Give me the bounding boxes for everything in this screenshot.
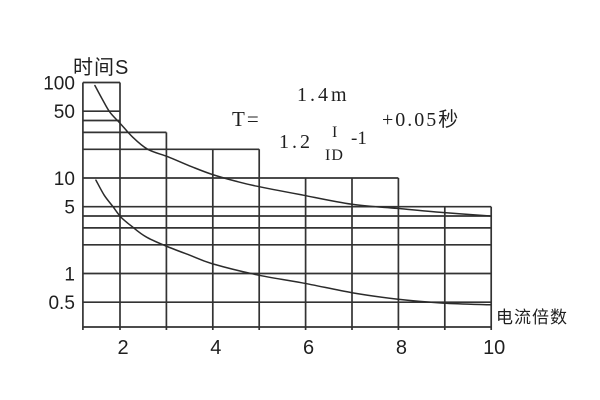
- formula-denominator-base: 1.2: [279, 131, 313, 153]
- y-tick-label-10: 10: [54, 169, 75, 190]
- lower-limit-curve: [95, 179, 492, 306]
- formula-suffix: +0.05秒: [382, 109, 461, 131]
- x-tick-label-8: 8: [396, 337, 407, 359]
- x-tick-label-10: 10: [483, 337, 505, 359]
- formula-numerator: 1.4m: [297, 84, 350, 106]
- upper-limit-curve: [94, 84, 492, 217]
- y-axis-title: 时间S: [73, 57, 130, 79]
- x-tick-label-6: 6: [303, 337, 314, 359]
- y-tick-label-100: 100: [43, 74, 75, 95]
- formula-exponent-numerator: I: [332, 124, 338, 141]
- formula-lhs: T=: [232, 107, 261, 131]
- y-tick-label-50: 50: [54, 102, 75, 123]
- x-tick-label-4: 4: [210, 337, 221, 359]
- formula-denominator-minus-one: -1: [351, 128, 367, 149]
- x-tick-label-2: 2: [117, 337, 128, 359]
- y-tick-label-1: 1: [64, 265, 75, 286]
- x-axis-title: 电流倍数: [496, 308, 568, 327]
- formula-exponent-denominator: ID: [325, 147, 344, 164]
- y-tick-label-0.5: 0.5: [48, 293, 74, 314]
- y-tick-label-5: 5: [64, 198, 75, 219]
